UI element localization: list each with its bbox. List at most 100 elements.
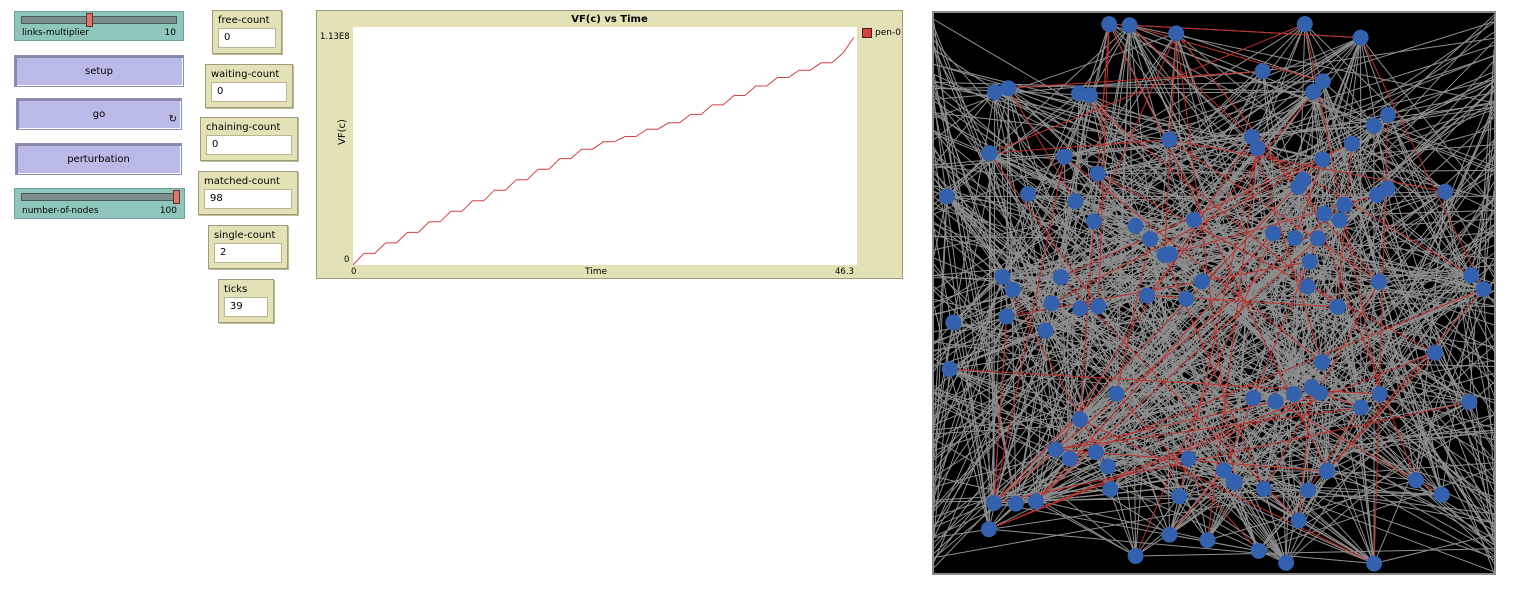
matched-link — [1178, 148, 1258, 497]
network-link — [1015, 139, 1170, 504]
network-link — [934, 91, 996, 166]
network-node — [1265, 225, 1282, 242]
network-link — [1079, 401, 1276, 420]
matched-link — [1251, 136, 1323, 363]
links-multiplier-handle[interactable] — [85, 13, 93, 27]
network-node — [1052, 269, 1069, 286]
network-link — [1169, 139, 1304, 181]
network-node — [1427, 344, 1443, 361]
network-link — [1078, 25, 1131, 94]
network-link — [1027, 193, 1137, 557]
network-node — [1296, 16, 1313, 32]
network-link — [1302, 37, 1362, 180]
network-node — [1139, 287, 1156, 304]
matched-link — [989, 153, 1099, 307]
network-node — [1329, 298, 1346, 315]
links-multiplier-track[interactable] — [21, 16, 177, 24]
network-link — [1027, 193, 1375, 564]
network-link — [1045, 330, 1137, 557]
matched-link — [1109, 23, 1361, 39]
number-of-nodes-slider[interactable]: number-of-nodes 100 — [14, 188, 185, 219]
number-of-nodes-track[interactable] — [21, 193, 178, 201]
network-link — [953, 321, 1276, 402]
network-node — [1371, 273, 1387, 290]
number-of-nodes-handle[interactable] — [173, 190, 180, 204]
x-tick-min: 0 — [351, 267, 357, 277]
network-link — [1064, 136, 1252, 158]
network-node — [1301, 253, 1318, 270]
network-link — [1110, 139, 1494, 490]
network-link — [1302, 179, 1484, 290]
network-node — [1278, 554, 1295, 571]
network-link — [1387, 114, 1472, 276]
network-node — [941, 361, 958, 378]
network-link — [934, 225, 1136, 527]
network-link — [1351, 143, 1470, 403]
network-link — [1051, 303, 1117, 394]
legend-swatch-pen-0 — [862, 28, 872, 38]
network-link — [1149, 238, 1494, 315]
network-link — [1116, 25, 1131, 394]
network-node — [1336, 196, 1353, 213]
network-link — [1164, 254, 1308, 287]
network-link — [1129, 25, 1323, 363]
network-link — [1343, 114, 1389, 205]
network-link — [1327, 401, 1470, 471]
network-link — [934, 22, 995, 504]
perturbation-button[interactable]: perturbation — [15, 143, 182, 175]
network-node — [1475, 281, 1492, 298]
nodes-layer — [938, 16, 1492, 572]
chaining-count-monitor: chaining-count 0 — [200, 117, 298, 161]
network-link — [934, 476, 1208, 541]
network-link — [1089, 95, 1180, 497]
go-button-label: go — [92, 108, 106, 120]
y-tick-min: 0 — [344, 255, 350, 265]
world-view[interactable] — [932, 11, 1496, 575]
matched-link — [1069, 288, 1484, 460]
network-node — [1020, 185, 1037, 202]
matched-link — [1207, 148, 1258, 541]
network-link — [934, 92, 1165, 256]
network-link — [934, 330, 1046, 367]
matched-link — [1257, 147, 1472, 276]
matched-count-value: 98 — [204, 189, 292, 209]
network-link — [993, 232, 1274, 504]
network-link — [1035, 330, 1046, 502]
network-link — [934, 388, 1234, 482]
network-node — [1185, 211, 1202, 228]
network-link — [934, 179, 1304, 303]
network-node — [1072, 300, 1089, 317]
network-node — [1369, 187, 1386, 203]
network-node — [1309, 230, 1326, 247]
network-link — [934, 316, 1007, 343]
network-node — [1193, 273, 1210, 290]
number-of-nodes-label: number-of-nodes — [22, 206, 99, 216]
network-link — [1322, 81, 1446, 192]
matched-link — [1294, 159, 1324, 239]
matched-link — [1169, 139, 1446, 193]
network-link — [1351, 143, 1494, 212]
network-node — [1250, 542, 1267, 559]
network-link — [1098, 143, 1353, 307]
network-link — [1045, 225, 1136, 331]
network-node — [1099, 458, 1116, 475]
network-link — [1188, 143, 1353, 459]
network-link — [994, 92, 1071, 459]
network-node — [1352, 29, 1369, 46]
setup-button[interactable]: setup — [14, 55, 184, 87]
network-link — [934, 100, 1203, 282]
network-link — [1027, 44, 1494, 195]
matched-link — [1079, 221, 1095, 420]
network-link — [1415, 191, 1446, 481]
links-multiplier-slider[interactable]: links-multiplier 10 — [14, 11, 184, 41]
matched-link — [1008, 70, 1263, 89]
network-link — [1095, 393, 1380, 453]
network-link — [993, 502, 1259, 552]
network-link — [1234, 481, 1494, 515]
network-link — [1252, 397, 1300, 521]
go-button[interactable]: go ↻ — [16, 98, 182, 130]
matched-link — [1055, 401, 1276, 450]
network-link — [1045, 330, 1287, 564]
network-node — [1245, 390, 1262, 406]
matched-count-monitor: matched-count 98 — [198, 171, 298, 215]
